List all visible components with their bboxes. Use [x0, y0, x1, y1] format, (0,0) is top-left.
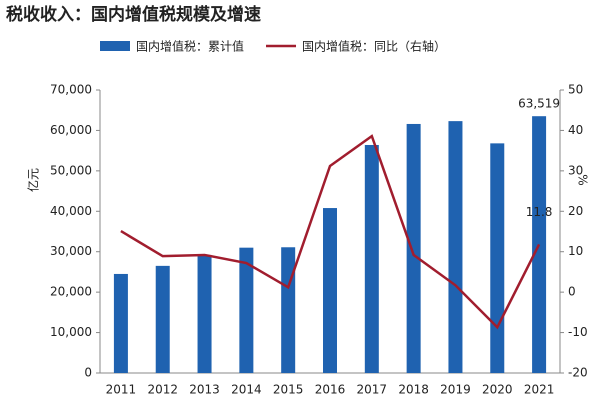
bar: [155, 265, 170, 373]
y-axis-label: 亿元: [26, 168, 41, 192]
x-tick-label: 2018: [398, 383, 429, 397]
y-tick-label: 30,000: [50, 244, 92, 258]
data-label: 11.8: [526, 205, 553, 219]
x-tick-label: 2016: [315, 383, 346, 397]
line: [120, 134, 541, 330]
x-tick-label: 2019: [440, 383, 471, 397]
y2-tick-label: 20: [568, 204, 583, 218]
x-tick-label: 2020: [482, 383, 513, 397]
chart-title: 税收收入：国内增值税规模及增速: [6, 4, 261, 25]
x-tick-label: 2013: [189, 383, 220, 397]
y2-tick-label: 40: [568, 123, 583, 137]
x-tick-label: 2014: [231, 383, 262, 397]
bar: [197, 254, 212, 373]
x-tick-label: 2015: [273, 383, 304, 397]
y-tick-label: 0: [84, 366, 92, 380]
y2-tick-label: 0: [568, 285, 576, 299]
x-tick-label: 2012: [147, 383, 178, 397]
legend-label: 国内增值税：累计值: [136, 39, 244, 54]
y2-tick-label: 30: [568, 163, 583, 177]
x-tick-label: 2011: [106, 383, 137, 397]
x-tick-label: 2021: [524, 383, 555, 397]
bar: [239, 247, 254, 373]
y-tick-label: 20,000: [50, 285, 92, 299]
y2-axis-label: %: [576, 174, 590, 185]
bar: [281, 247, 296, 373]
y-tick-label: 70,000: [50, 83, 92, 97]
legend-label: 国内增值税：同比（右轴）: [302, 39, 446, 54]
bar: [490, 143, 505, 373]
bar: [448, 121, 463, 373]
bar: [323, 208, 337, 373]
data-label: 63,519: [518, 97, 560, 111]
bar: [364, 144, 379, 373]
y2-tick-label: -20: [568, 366, 588, 380]
y2-tick-label: 50: [568, 83, 583, 97]
y-tick-label: 40,000: [50, 204, 92, 218]
legend-swatch: [100, 41, 130, 51]
x-tick-label: 2017: [357, 383, 388, 397]
bar: [406, 123, 421, 374]
bar: [113, 273, 128, 373]
y-tick-label: 50,000: [50, 163, 92, 177]
y2-tick-label: 10: [568, 244, 583, 258]
y2-tick-label: -10: [568, 325, 588, 339]
y-tick-label: 60,000: [50, 123, 92, 137]
y-tick-label: 10,000: [50, 325, 92, 339]
